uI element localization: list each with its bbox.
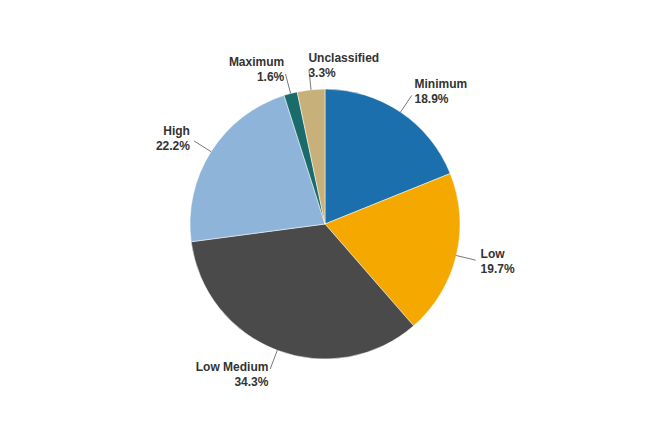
svg-text:18.9%: 18.9% (415, 92, 449, 106)
svg-text:1.6%: 1.6% (257, 70, 285, 84)
svg-text:Low: Low (481, 247, 506, 261)
svg-text:High: High (163, 124, 190, 138)
svg-text:Unclassified: Unclassified (308, 51, 379, 65)
svg-text:Minimum: Minimum (415, 77, 468, 91)
svg-text:Low Medium: Low Medium (196, 360, 269, 374)
svg-text:Maximum: Maximum (229, 55, 284, 69)
svg-text:19.7%: 19.7% (481, 262, 515, 276)
svg-text:3.3%: 3.3% (308, 66, 336, 80)
svg-text:34.3%: 34.3% (234, 375, 268, 389)
svg-text:22.2%: 22.2% (156, 139, 190, 153)
